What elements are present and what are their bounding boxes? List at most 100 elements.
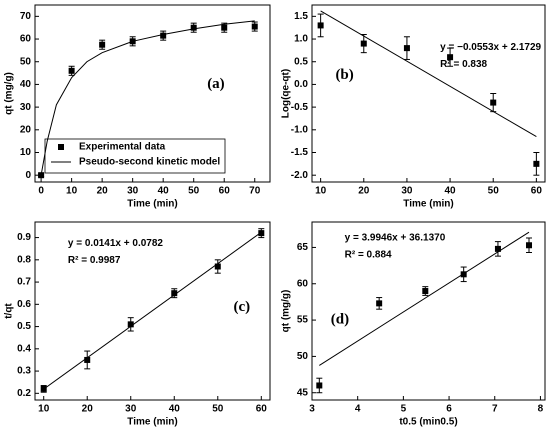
panel-label: (a) <box>207 76 225 92</box>
y-tick-label: 0.4 <box>17 343 31 354</box>
data-point <box>160 32 167 39</box>
data-point <box>316 382 323 389</box>
y-axis-label: t/qt <box>4 303 15 319</box>
y-axis-label: qt (mg/g) <box>281 290 292 333</box>
fit-line <box>320 10 537 138</box>
x-tick-label: 50 <box>188 186 200 197</box>
x-tick-label: 3 <box>309 404 315 415</box>
y-tick-label: 0.2 <box>17 388 31 399</box>
y-tick-label: 45 <box>297 387 309 398</box>
y-tick-label: 0.6 <box>17 299 31 310</box>
y-tick-label: 0.0 <box>294 79 308 90</box>
y-tick-label: 60 <box>297 278 309 289</box>
x-tick-label: 50 <box>488 186 500 197</box>
x-tick-label: 40 <box>445 186 457 197</box>
y-axis-label: qt (mg/g) <box>4 72 15 115</box>
data-point <box>403 45 410 52</box>
y-tick-label: 0 <box>25 170 31 181</box>
data-point <box>171 290 178 297</box>
x-tick-label: 30 <box>127 186 139 197</box>
data-point <box>317 22 324 29</box>
x-tick-label: 40 <box>158 186 170 197</box>
y-tick-label: 0.9 <box>17 232 31 243</box>
x-axis-label: Time (min) <box>403 199 453 210</box>
fit-equation: R² = 0.884 <box>345 250 392 261</box>
x-axis-label: Time (min) <box>127 199 177 210</box>
x-tick-label: 70 <box>249 186 261 197</box>
y-tick-label: 65 <box>297 242 309 253</box>
data-point <box>460 271 467 278</box>
data-point <box>422 288 429 295</box>
x-tick-label: 7 <box>492 404 498 415</box>
panel-label: (d) <box>331 311 349 327</box>
x-tick-label: 20 <box>82 404 94 415</box>
x-tick-label: 30 <box>401 186 413 197</box>
fit-equation: R² = 0.9987 <box>68 255 121 266</box>
y-tick-label: 40 <box>20 79 32 90</box>
data-point <box>376 300 383 307</box>
y-tick-label: 20 <box>20 124 32 135</box>
x-tick-label: 30 <box>125 404 137 415</box>
fit-line <box>319 231 530 366</box>
legend-symbol <box>58 144 64 150</box>
fit-equation: R² = 0.838 <box>440 59 487 70</box>
data-point <box>447 54 454 61</box>
data-point <box>258 230 265 237</box>
y-tick-label: 70 <box>20 11 32 22</box>
plot-frame <box>34 221 271 401</box>
x-tick-label: 20 <box>97 186 109 197</box>
fit-equation: y = −0.0553x + 2.1729 <box>440 42 541 53</box>
x-tick-label: 10 <box>315 186 327 197</box>
fit-equation: y = 3.9946x + 36.1370 <box>345 233 446 244</box>
y-tick-label: 1.5 <box>294 11 308 22</box>
x-tick-label: 60 <box>219 186 231 197</box>
data-point <box>221 24 228 31</box>
x-tick-label: 40 <box>169 404 181 415</box>
y-tick-label: 10 <box>20 147 32 158</box>
data-point <box>360 40 367 47</box>
panel-label: (b) <box>335 67 353 83</box>
y-axis-label: Log(qe-qt) <box>281 69 292 118</box>
x-tick-label: 8 <box>538 404 544 415</box>
y-tick-label: -1.0 <box>291 124 309 135</box>
y-tick-label: 0.3 <box>17 366 31 377</box>
data-point <box>99 41 106 48</box>
data-point <box>190 24 197 31</box>
legend-label: Pseudo-second kinetic model <box>79 157 220 168</box>
fit-line <box>40 20 255 176</box>
y-tick-label: 50 <box>297 351 309 362</box>
y-tick-label: 30 <box>20 102 32 113</box>
data-point <box>214 263 221 270</box>
y-tick-label: 60 <box>20 34 32 45</box>
y-tick-label: 1.0 <box>294 34 308 45</box>
y-tick-label: 0.8 <box>17 254 31 265</box>
x-tick-label: 60 <box>256 404 268 415</box>
x-tick-label: 6 <box>446 404 452 415</box>
legend-label: Experimental data <box>79 142 166 153</box>
x-tick-label: 20 <box>358 186 370 197</box>
y-tick-label: 0.5 <box>17 321 31 332</box>
y-tick-label: -1.5 <box>291 147 309 158</box>
fit-equation: y = 0.0141x + 0.0782 <box>68 238 164 249</box>
data-point <box>251 23 258 30</box>
x-axis-label: Time (min) <box>127 417 177 428</box>
x-tick-label: 50 <box>212 404 224 415</box>
y-tick-label: 0.7 <box>17 277 31 288</box>
x-tick-label: 5 <box>401 404 407 415</box>
data-point <box>68 67 75 74</box>
x-tick-label: 60 <box>531 186 543 197</box>
data-point <box>533 160 540 167</box>
plot-frame <box>34 4 271 183</box>
plot-frame <box>311 221 546 401</box>
data-point <box>526 242 533 249</box>
fit-line <box>43 231 262 390</box>
data-point <box>494 245 501 252</box>
y-tick-label: -0.5 <box>291 102 309 113</box>
x-tick-label: 10 <box>66 186 78 197</box>
data-point <box>127 321 134 328</box>
x-tick-label: 4 <box>355 404 361 415</box>
y-tick-label: 55 <box>297 315 309 326</box>
panel-label: (c) <box>233 299 250 315</box>
plot-frame <box>311 4 546 183</box>
